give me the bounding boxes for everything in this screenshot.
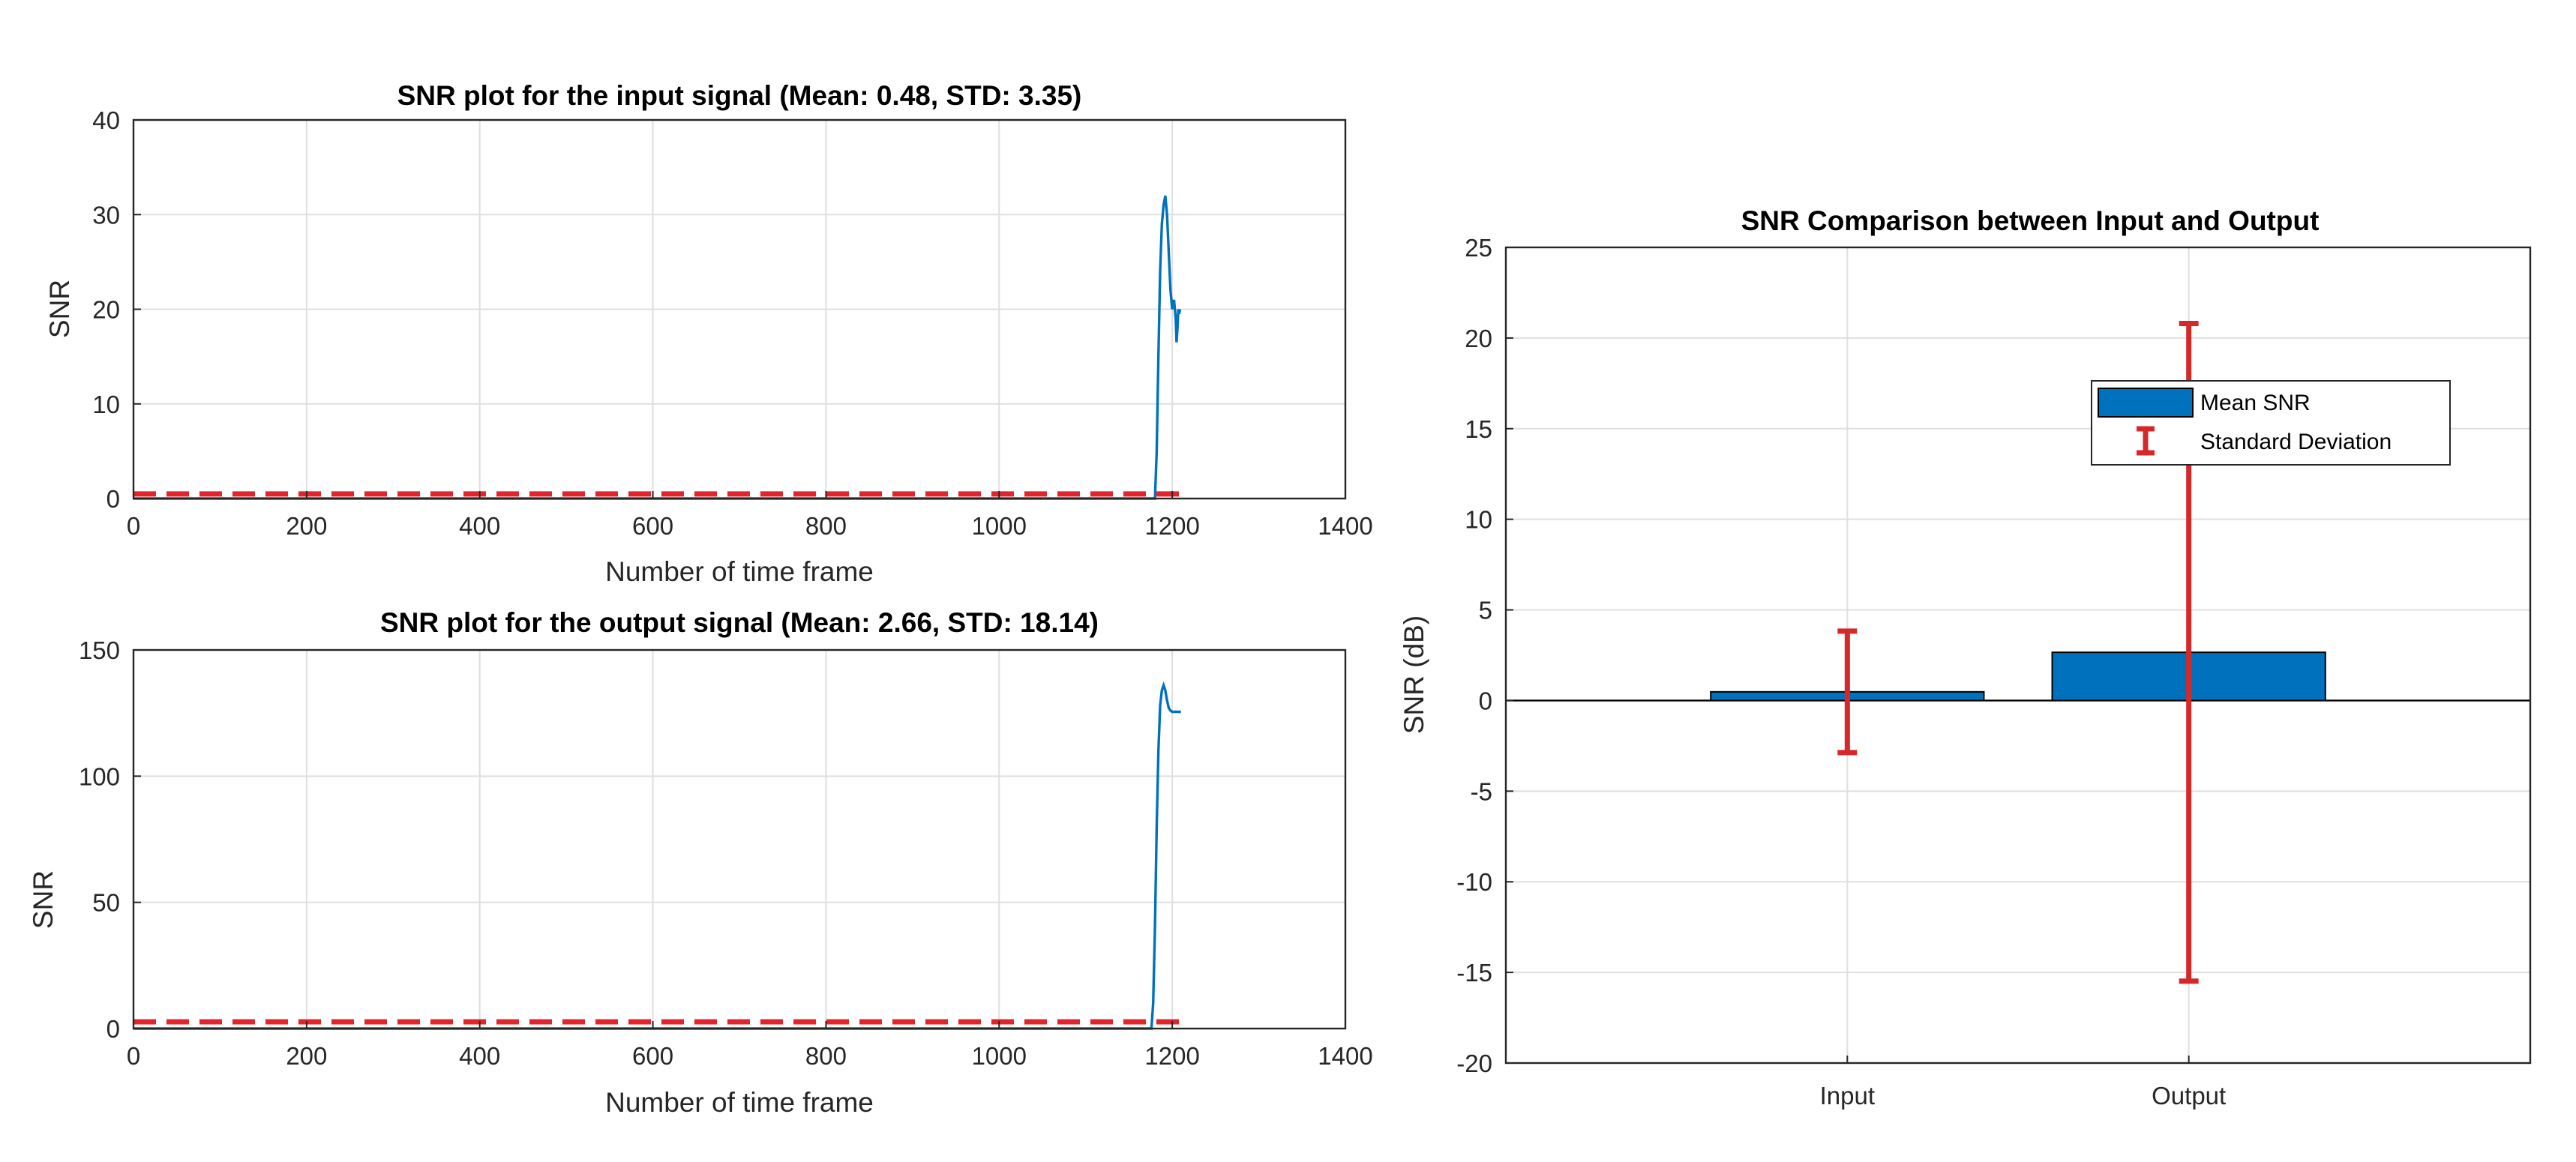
y-tick-label: 150 [79, 636, 120, 664]
y-axis-label: SNR [28, 870, 58, 929]
x-tick-label: 400 [459, 512, 500, 540]
x-tick-label: 600 [632, 1042, 673, 1070]
input-snr-plot: SNR plot for the input signal (Mean: 0.4… [44, 80, 1373, 587]
y-tick-label: -15 [1456, 959, 1492, 987]
axes-box [1504, 246, 2532, 1065]
y-tick-label: 20 [92, 296, 120, 324]
x-tick-label: 600 [632, 512, 673, 540]
series-group [133, 681, 1183, 1030]
grid [133, 120, 1345, 499]
grid [133, 650, 1345, 1029]
legend: Mean SNR Standard Deviation [2091, 380, 2451, 466]
y-tick-label: 0 [1479, 687, 1492, 714]
x-tick-label: 800 [805, 512, 847, 540]
x-ticks: 0 200 400 600 800 1000 1200 1400 [127, 491, 1373, 540]
x-tick-label: 400 [459, 1042, 500, 1070]
plot-title: SNR plot for the output signal (Mean: 2.… [380, 607, 1099, 638]
y-tick-label: 20 [1465, 325, 1492, 352]
x-axis-label: Number of time frame [605, 556, 874, 587]
x-tick-label: 1400 [1318, 1042, 1372, 1070]
y-ticks: -20 -15 -10 -5 0 5 10 15 20 25 [1456, 234, 1513, 1077]
x-tick-label: 200 [286, 512, 327, 540]
y-tick-label: 50 [92, 889, 120, 917]
y-tick-label: 15 [1465, 415, 1492, 443]
x-tick-label-input: Input [1820, 1082, 1875, 1110]
x-tick-label: 1400 [1318, 512, 1372, 540]
y-axis-label: SNR [44, 280, 75, 338]
y-tick-label: 10 [1465, 506, 1492, 534]
x-tick-label: 0 [127, 512, 140, 540]
x-tick-label: 1200 [1144, 512, 1199, 540]
x-axis-label: Number of time frame [605, 1087, 874, 1118]
x-ticks: Input Output [1820, 1056, 2226, 1110]
y-tick-label: 25 [1465, 234, 1492, 262]
plot-title: SNR plot for the input signal (Mean: 0.4… [397, 80, 1082, 111]
x-tick-label: 0 [127, 1042, 140, 1070]
y-tick-label: -10 [1456, 868, 1492, 896]
x-ticks: 0 200 400 600 800 1000 1200 1400 [127, 1021, 1373, 1070]
y-tick-label: -20 [1456, 1050, 1492, 1077]
y-tick-label: 100 [79, 762, 120, 790]
axes-box [132, 648, 1347, 1030]
plot-title: SNR Comparison between Input and Output [1741, 205, 2320, 236]
error-bar-input [1837, 628, 1858, 756]
y-tick-label: -5 [1471, 777, 1492, 805]
y-ticks: 0 50 100 150 [79, 636, 141, 1043]
y-tick-label: 10 [92, 391, 120, 418]
series-group [133, 195, 1183, 500]
y-tick-label: 40 [92, 106, 120, 134]
legend-swatch-standard-deviation [2137, 426, 2155, 456]
y-tick-label: 0 [106, 1015, 120, 1043]
legend-swatch-mean-snr [2098, 388, 2194, 418]
y-tick-label: 30 [92, 201, 120, 229]
snr-series-line [133, 195, 1182, 500]
legend-label-mean-snr: Mean SNR [2200, 391, 2311, 415]
y-ticks: 0 10 20 30 40 [92, 106, 141, 513]
y-tick-label: 0 [106, 485, 120, 513]
y-axis-label: SNR (dB) [1399, 615, 1429, 734]
y-tick-label: 5 [1479, 597, 1492, 624]
x-tick-label-output: Output [2152, 1082, 2226, 1110]
snr-comparison-chart: SNR Comparison between Input and Output … [1399, 205, 2532, 1110]
snr-series-line [133, 681, 1181, 1030]
x-tick-label: 800 [805, 1042, 847, 1070]
x-tick-label: 1000 [972, 1042, 1027, 1070]
x-tick-label: 200 [286, 1042, 327, 1070]
x-tick-label: 1200 [1144, 1042, 1199, 1070]
output-snr-plot: SNR plot for the output signal (Mean: 2.… [28, 607, 1373, 1118]
legend-label-standard-deviation: Standard Deviation [2200, 430, 2392, 454]
x-tick-label: 1000 [972, 512, 1027, 540]
